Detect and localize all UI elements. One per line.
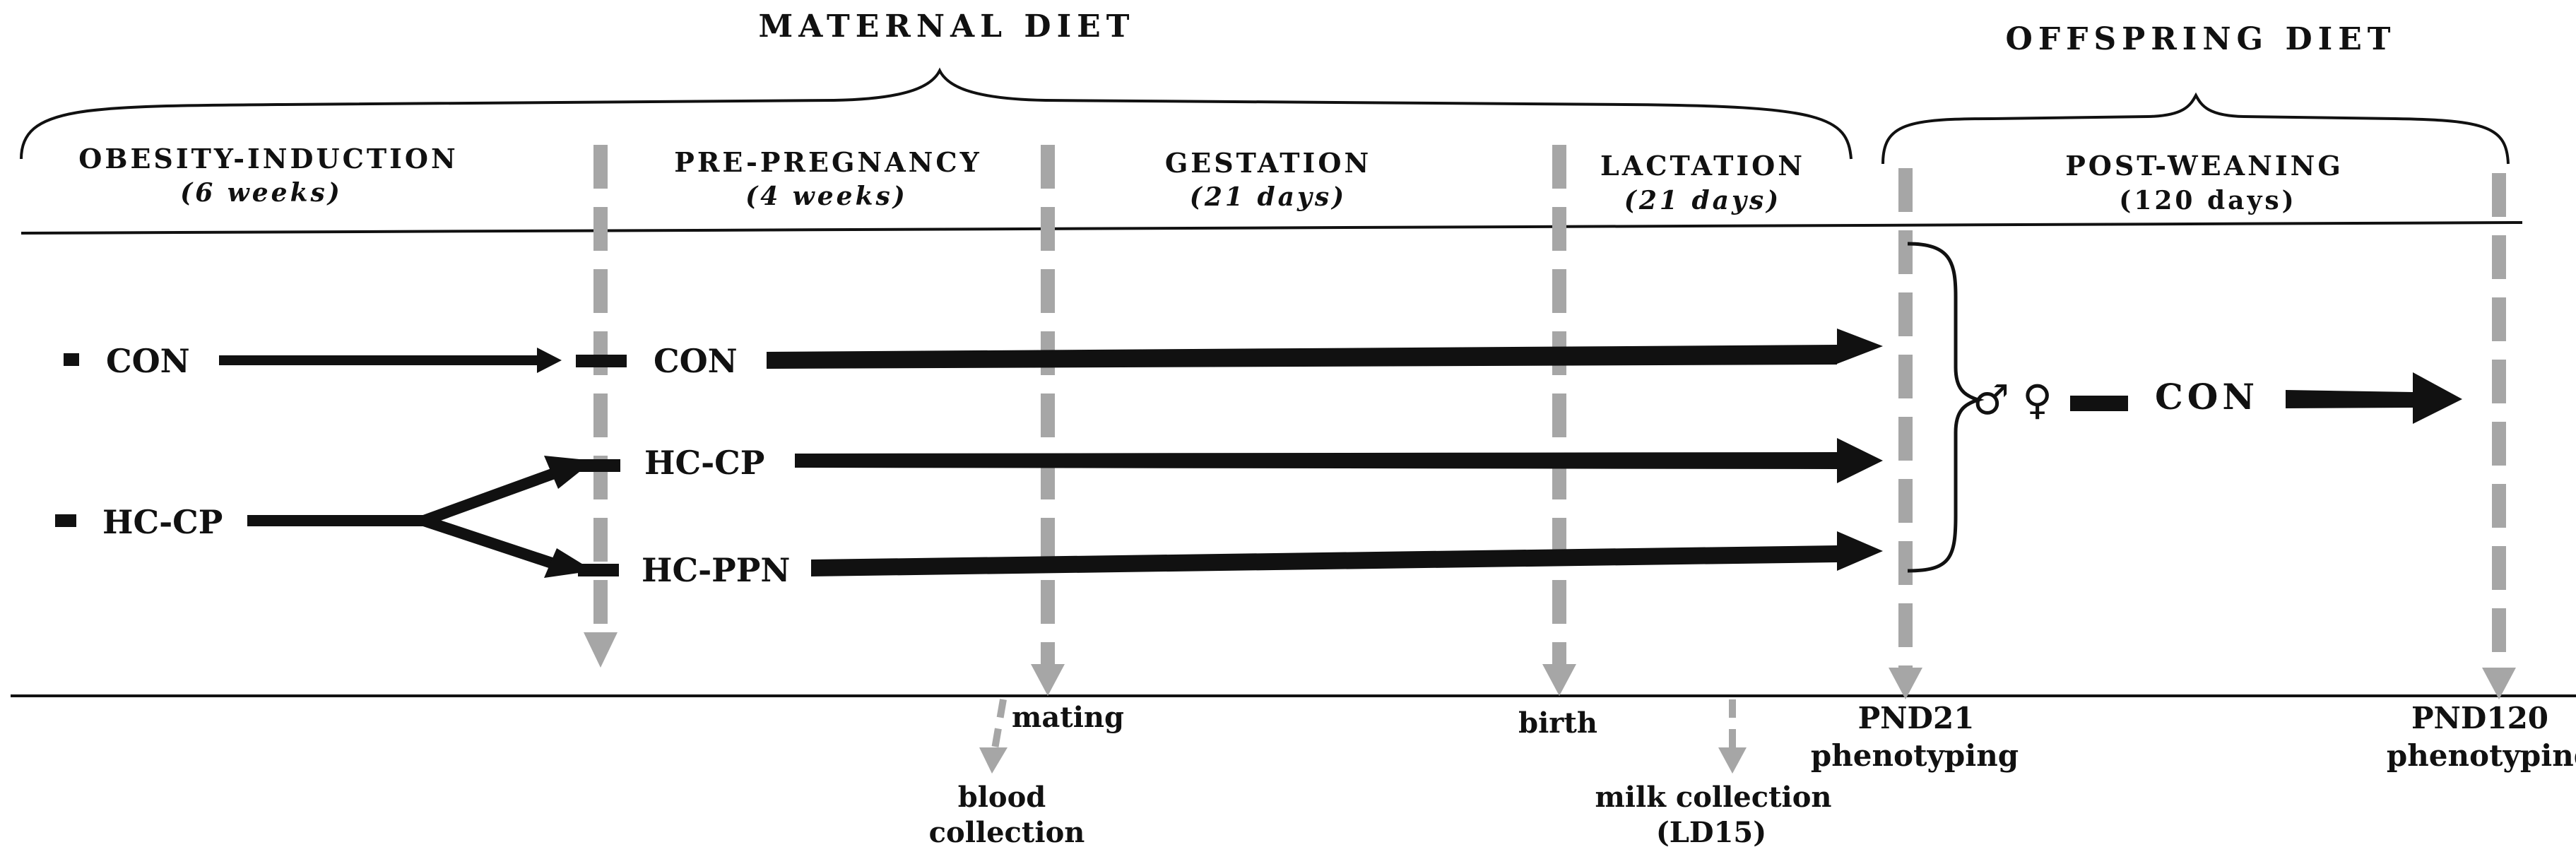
event-pnd21-line2: phenotyping xyxy=(1810,738,2019,773)
offspring-diet-header: OFFSPRING DIET xyxy=(2005,21,2397,57)
group-label-con-mid: CON xyxy=(654,342,738,380)
hccp-branch-up-head xyxy=(544,456,593,489)
phase-post-weaning-duration: (120 days) xyxy=(2119,186,2297,215)
separator-arrowhead-weaning xyxy=(1889,668,1922,699)
phase-gestation-duration: (21 days) xyxy=(1189,182,1347,212)
maternal-diet-header: MATERNAL DIET xyxy=(758,8,1135,45)
separator-arrowhead-mating xyxy=(1031,664,1065,696)
hcppn-main-arrow xyxy=(811,531,1883,576)
hccp-main-arrow xyxy=(795,438,1883,483)
milk-collection-arrowhead xyxy=(1718,747,1747,774)
event-pnd120-line1: PND120 xyxy=(2411,701,2549,735)
offspring-con-arrow xyxy=(2286,372,2462,424)
maternal-diet-brace xyxy=(20,67,1853,160)
hccp-branch-down-head xyxy=(544,548,593,578)
event-milk-collection-line2: (LD15) xyxy=(1655,816,1767,849)
event-milk-collection-line1: milk collection xyxy=(1595,781,1832,814)
event-blood-collection-line1: blood xyxy=(957,781,1046,814)
offspring-con-marker xyxy=(2070,396,2128,411)
offspring-sex-symbols: ♂ ♀ xyxy=(1973,376,2052,424)
event-pnd21-line1: PND21 xyxy=(1857,701,1975,735)
event-pnd120-line2: phenotyping xyxy=(2386,738,2576,773)
con-mid-marker xyxy=(576,355,627,367)
group-label-hcppn-mid: HC-PPN xyxy=(642,551,791,589)
separator-arrowhead-pre-pregnancy xyxy=(584,632,618,668)
phase-obesity-induction: OBESITY-INDUCTION xyxy=(78,143,459,174)
event-blood-collection-line2: collection xyxy=(928,816,1085,849)
group-label-hccp-start: HC-CP xyxy=(102,503,223,541)
phase-pre-pregnancy: PRE-PREGNANCY xyxy=(674,146,982,178)
phase-lactation-duration: (21 days) xyxy=(1624,186,1782,215)
blood-collection-arrowhead xyxy=(979,747,1008,774)
phase-post-weaning: POST-WEANING xyxy=(2065,150,2344,182)
group-label-offspring-con: CON xyxy=(2155,376,2259,418)
phase-lactation: LACTATION xyxy=(1600,150,1805,182)
con-induction-arrow xyxy=(219,348,562,373)
con-main-arrow xyxy=(767,329,1883,369)
phase-gestation: GESTATION xyxy=(1164,147,1372,179)
group-label-hccp-mid: HC-CP xyxy=(644,444,765,482)
con-start-marker xyxy=(64,353,79,366)
phase-obesity-induction-duration: (6 weeks) xyxy=(180,178,343,208)
separator-arrowhead-birth xyxy=(1542,664,1576,696)
hccp-branch-down xyxy=(422,515,560,571)
top-timeline-rule xyxy=(20,221,2523,235)
hccp-branch-up xyxy=(422,466,560,526)
offspring-diet-brace xyxy=(1881,92,2510,165)
group-label-con-start: CON xyxy=(106,342,190,380)
phase-pre-pregnancy-duration: (4 weeks) xyxy=(745,182,908,211)
event-mating: mating xyxy=(1012,701,1124,734)
separator-arrowhead-pnd120 xyxy=(2482,668,2516,699)
offspring-group-brace xyxy=(1907,242,1985,573)
event-birth: birth xyxy=(1518,706,1597,740)
blood-collection-arrow xyxy=(991,699,1007,750)
hcppn-mid-marker xyxy=(578,564,619,576)
hccp-start-marker xyxy=(55,514,76,527)
